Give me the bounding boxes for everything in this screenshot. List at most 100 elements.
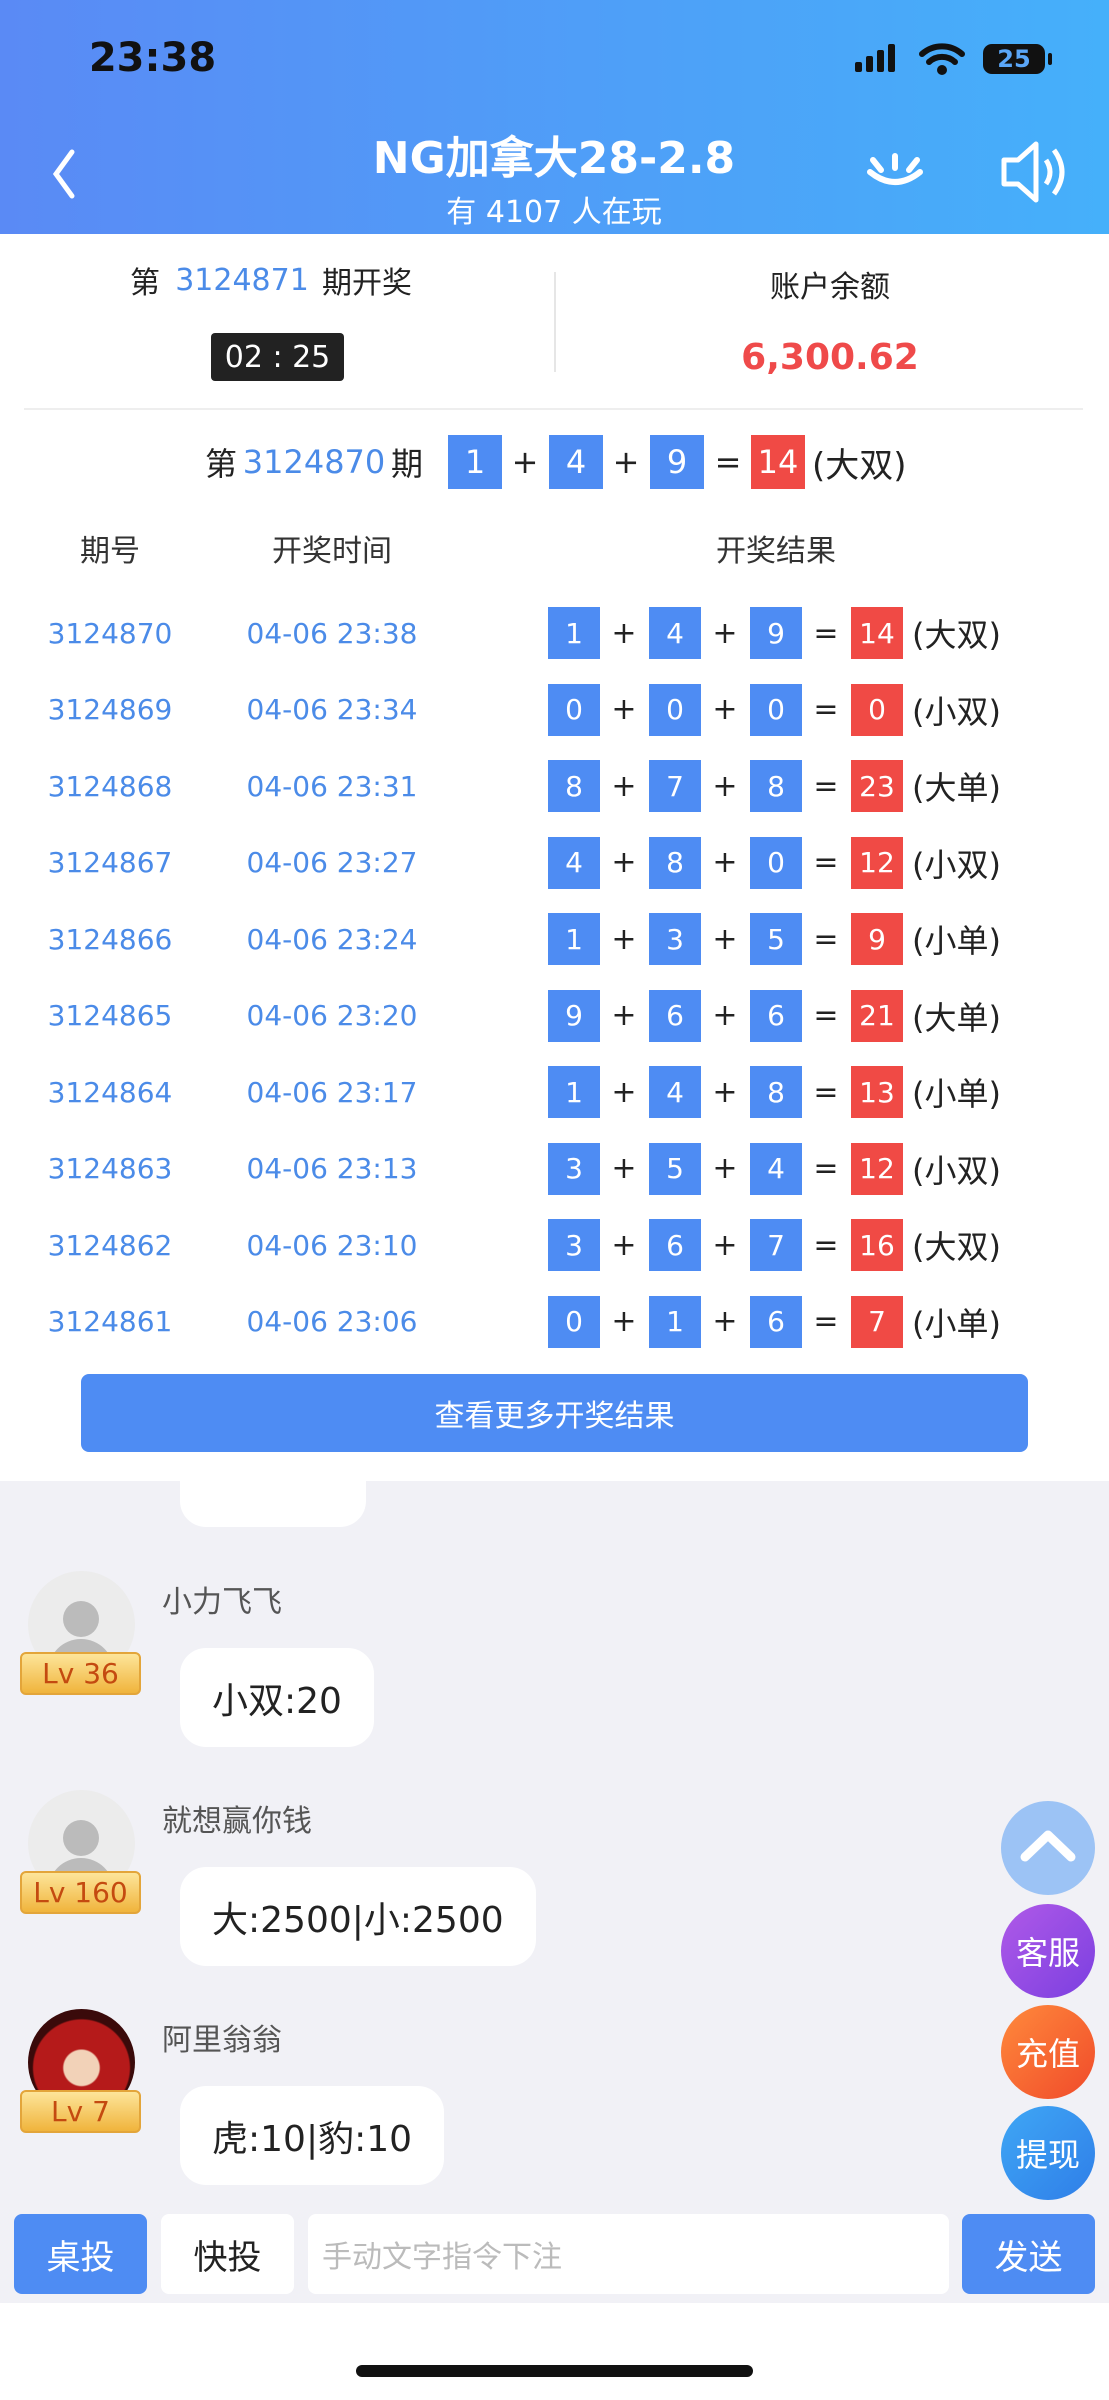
send-button[interactable]: 发送 [962,2214,1095,2294]
time-cell: 04-06 23:10 [246,1228,418,1262]
period-cell: 3124867 [47,846,173,879]
quick-bet-button[interactable]: 快投 [161,2214,294,2294]
number-ball: 6 [750,1295,802,1348]
header-bar [0,0,1109,234]
level-badge: Lv 7 [20,2090,141,2133]
page-subtitle: 有 4107 人在玩 [446,195,662,230]
table-bet-button[interactable]: 桌投 [14,2214,147,2294]
plus-sign: + [712,1074,738,1110]
number-ball: 4 [649,1066,701,1118]
number-ball: 4 [750,1142,802,1195]
float-button[interactable]: 客服 [1001,1904,1095,1998]
plus-sign: + [712,845,738,880]
number-ball: 0 [750,683,802,736]
plus-sign: + [511,443,539,481]
number-ball: 1 [548,913,600,965]
period-suffix: 期开奖 [322,266,412,301]
period-cell: 3124868 [47,769,173,803]
equals-sign: = [813,692,839,727]
sum-ball: 7 [851,1295,903,1348]
number-ball: 7 [649,760,701,812]
signal-icon [855,44,895,72]
number-ball: 3 [548,1142,600,1195]
more-results-button[interactable]: 查看更多开奖结果 [81,1374,1028,1452]
chat-bubble: 虎:10|豹:10 [180,2086,445,2185]
sum-ball: 0 [851,683,903,736]
equals-sign: = [714,443,742,481]
number-ball: 1 [548,607,600,659]
sound-button[interactable] [1001,141,1065,203]
period-cell: 3124870 [47,616,173,650]
sum-ball: 14 [851,607,903,659]
plus-sign: + [611,845,637,880]
plus-sign: + [611,1227,637,1263]
number-ball: 4 [549,435,603,489]
draw-panel: 第 3124871 期开奖 02 : 25 账户余额 6,300.62 第 3124870 期 1… [0,234,1109,1481]
result-label: (小单) [912,922,1001,960]
equals-sign: = [813,845,839,880]
header-icons [52,43,1065,203]
sum-ball: 13 [851,1066,903,1118]
page-title: NG加拿大28-2.8 [372,133,736,184]
equals-sign: = [813,921,839,957]
plus-sign: + [712,1151,738,1186]
plus-sign: + [712,692,738,727]
user-name: 阿里翁翁 [162,2023,282,2058]
latest-suffix: 期 [390,445,423,483]
sum-ball: 23 [851,760,903,812]
result-label: (大双) [912,1228,1001,1266]
time-cell: 04-06 23:17 [246,1075,418,1109]
equals-sign: = [813,1151,839,1186]
time-cell: 04-06 23:27 [246,846,418,879]
number-ball: 1 [548,1066,600,1118]
result-label: (大双) [812,445,907,486]
time-cell: 04-06 23:24 [246,922,418,956]
number-ball: 0 [548,1295,600,1348]
avatar-head [63,1820,99,1856]
number-ball: 7 [750,1219,802,1271]
avatar-head [63,1601,99,1637]
sum-ball: 12 [851,836,903,889]
chat-bubble: 大:2500|小:2500 [180,1867,536,1966]
chat-bubble: 小双:20 [180,1648,374,1747]
float-button[interactable]: 充值 [1001,2005,1095,2099]
scroll-top-button[interactable] [1001,1801,1095,1895]
equals-sign: = [813,1227,839,1263]
result-label: (大单) [912,998,1001,1037]
time-cell: 04-06 23:13 [246,1152,418,1185]
number-ball: 8 [750,760,802,812]
command-input[interactable]: 手动文字指令下注 [308,2214,949,2294]
plus-sign: + [611,998,637,1033]
number-ball: 9 [650,435,704,489]
number-ball: 3 [649,913,701,965]
number-ball: 9 [750,607,802,659]
period-cell: 3124864 [47,1075,173,1109]
period-cell: 3124861 [47,1305,173,1338]
plus-sign: + [611,1151,637,1186]
level-badge: Lv 160 [20,1871,141,1914]
number-ball: 9 [548,989,600,1042]
back-button[interactable] [52,149,75,199]
number-ball: 0 [750,836,802,889]
plus-sign: + [712,998,738,1033]
home-indicator [356,2365,753,2377]
equals-sign: = [813,1304,839,1339]
plus-sign: + [712,768,738,804]
number-ball: 8 [548,760,600,812]
plus-sign: + [611,1304,637,1339]
number-ball: 4 [548,836,600,889]
float-button[interactable]: 提现 [1001,2106,1095,2200]
result-label: (大双) [912,616,1001,654]
number-ball: 5 [750,913,802,965]
time-cell: 04-06 23:34 [246,693,418,726]
result-label: (小单) [912,1304,1001,1343]
number-ball: 8 [750,1066,802,1118]
eye-button[interactable] [867,153,923,185]
battery-icon [983,44,1045,74]
divider [554,272,556,372]
equals-sign: = [813,768,839,804]
sum-ball: 12 [851,1142,903,1195]
sum-ball: 9 [851,913,903,965]
plus-sign: + [611,1074,637,1110]
